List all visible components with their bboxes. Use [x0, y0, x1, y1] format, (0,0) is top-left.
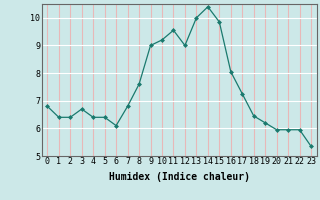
X-axis label: Humidex (Indice chaleur): Humidex (Indice chaleur) [109, 172, 250, 182]
